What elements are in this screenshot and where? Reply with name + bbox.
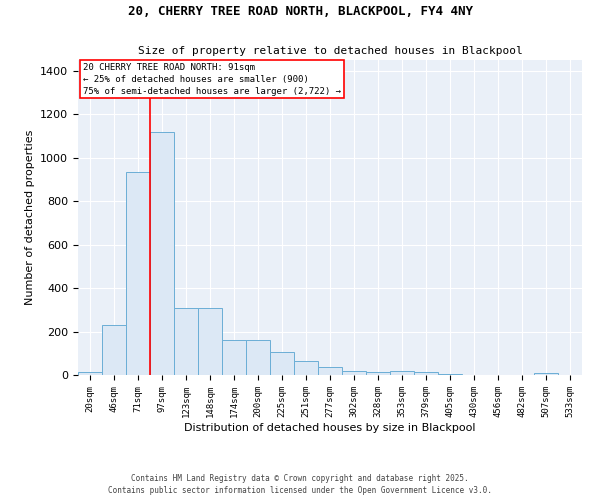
X-axis label: Distribution of detached houses by size in Blackpool: Distribution of detached houses by size …: [184, 422, 476, 432]
Title: Size of property relative to detached houses in Blackpool: Size of property relative to detached ho…: [137, 46, 523, 56]
Y-axis label: Number of detached properties: Number of detached properties: [25, 130, 35, 305]
Text: 20, CHERRY TREE ROAD NORTH, BLACKPOOL, FY4 4NY: 20, CHERRY TREE ROAD NORTH, BLACKPOOL, F…: [128, 5, 473, 18]
Bar: [366, 372, 390, 375]
Bar: [150, 132, 174, 375]
Text: 20 CHERRY TREE ROAD NORTH: 91sqm
← 25% of detached houses are smaller (900)
75% : 20 CHERRY TREE ROAD NORTH: 91sqm ← 25% o…: [83, 63, 341, 96]
Bar: [438, 374, 462, 375]
Bar: [174, 308, 198, 375]
Bar: [246, 340, 270, 375]
Bar: [222, 340, 246, 375]
Bar: [126, 172, 150, 375]
Bar: [390, 370, 414, 375]
Bar: [270, 352, 294, 375]
Bar: [534, 374, 558, 375]
Bar: [102, 325, 126, 375]
Bar: [78, 372, 102, 375]
Bar: [342, 370, 366, 375]
Bar: [294, 361, 318, 375]
Bar: [198, 308, 222, 375]
Bar: [414, 372, 438, 375]
Bar: [318, 368, 342, 375]
Text: Contains HM Land Registry data © Crown copyright and database right 2025.
Contai: Contains HM Land Registry data © Crown c…: [108, 474, 492, 495]
